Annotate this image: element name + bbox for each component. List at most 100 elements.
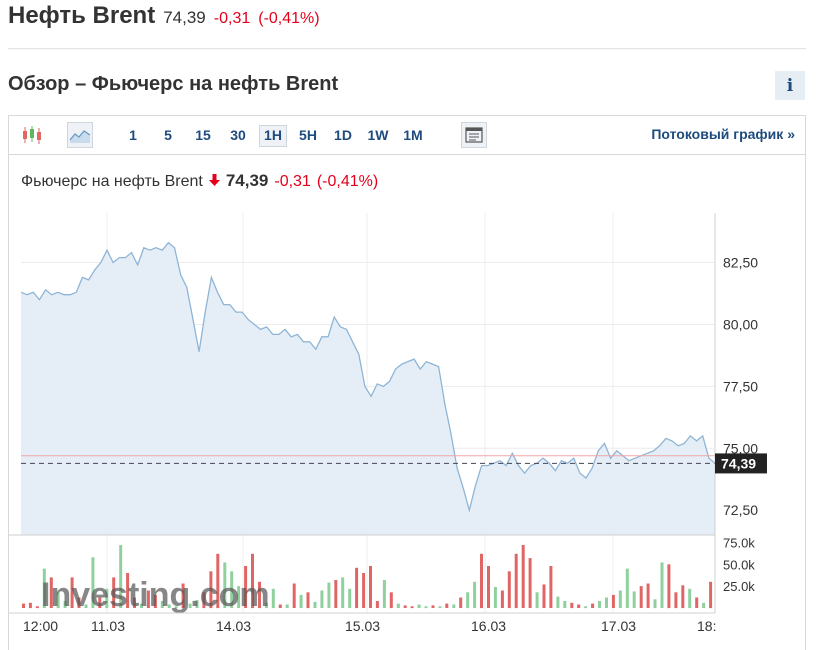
candlestick-icon[interactable] [19, 122, 45, 148]
volume-bar [466, 592, 470, 609]
timeframe-1d[interactable]: 1D [334, 127, 352, 143]
volume-bar [160, 601, 164, 608]
volume-bar [140, 603, 143, 608]
volume-bar [639, 586, 643, 608]
last-price-badge-label: 74,39 [721, 455, 756, 471]
volume-bar [98, 597, 102, 608]
price-line [20, 241, 716, 513]
volume-bar [355, 567, 359, 609]
volume-bar [584, 606, 588, 609]
volume-bar [77, 597, 81, 608]
volume-bar [653, 599, 657, 609]
volume-bar [278, 604, 282, 608]
volume-bar [91, 557, 95, 609]
section-title: Обзор – Фьючерс на нефть Brent [8, 73, 339, 95]
volume-bar [424, 606, 428, 609]
volume-bar [389, 592, 393, 609]
price-change: -0,31 [213, 10, 251, 27]
volume-bar [514, 553, 518, 609]
volume-bar [598, 601, 601, 608]
volume-bar [605, 597, 608, 608]
timeframe-1[interactable]: 1 [129, 127, 137, 143]
volume-bar [320, 590, 324, 608]
volume-bar [549, 566, 553, 608]
streaming-chart-link[interactable]: Потоковый график » [651, 126, 795, 142]
chevron-right-icon: » [787, 126, 795, 142]
volume-bar [660, 562, 664, 608]
volume-bar [216, 553, 220, 609]
volume-bar [646, 583, 650, 608]
volume-bar [445, 603, 449, 608]
timeframe-15[interactable]: 15 [195, 127, 211, 143]
price-tick-label: 75,00 [723, 440, 758, 456]
volume-bar [42, 568, 46, 608]
price-change-percent: (-0,41%) [258, 10, 320, 27]
chart-widget: 1 5 15 30 1H 5H 1D 1W 1M Потоковый графи… [8, 115, 806, 650]
volume-bar [577, 604, 581, 608]
timeframe-5h[interactable]: 5H [299, 127, 317, 143]
timeframe-1h[interactable]: 1H [259, 125, 287, 147]
volume-bar [271, 588, 275, 609]
volume-bar [452, 604, 456, 608]
timeframe-5[interactable]: 5 [164, 127, 172, 143]
volume-bar [702, 602, 706, 609]
price-tick-label: 77,50 [723, 378, 758, 394]
volume-bar [341, 577, 345, 608]
volume-bar [327, 582, 331, 608]
price-tick-label: 72,50 [723, 502, 758, 518]
last-price: 74,39 [163, 8, 206, 27]
volume-bar [70, 577, 74, 608]
volume-tick-label: 75.0k [723, 535, 755, 550]
volume-bar [28, 602, 32, 609]
volume-bar [570, 602, 574, 609]
chart-settings-icon[interactable] [461, 122, 487, 148]
volume-bar [195, 600, 199, 608]
volume-bar [667, 564, 671, 609]
volume-bar [487, 566, 490, 608]
volume-bar [493, 587, 497, 608]
volume-bar [500, 590, 504, 608]
volume-bar [299, 594, 303, 608]
volume-bar [459, 597, 463, 608]
time-tick-label: 12:00 [23, 618, 58, 634]
volume-bar [174, 606, 178, 609]
volume-bar [258, 581, 261, 609]
volume-bar [146, 590, 150, 608]
volume-bar [153, 594, 157, 608]
timeframe-1m[interactable]: 1M [403, 127, 423, 143]
price-chart[interactable]: 75.0k 50.0k 25.0k 82,50 80,00 77,50 75,00 72,50… [9, 116, 805, 650]
investing-watermark: Investing.com [41, 576, 270, 614]
last-price-badge [715, 453, 767, 474]
volume-bar [133, 597, 136, 608]
volume-bar [542, 584, 546, 608]
volume-bar [632, 591, 636, 608]
volume-bar [369, 566, 372, 608]
volume-bar [709, 581, 713, 609]
volume-bar [438, 606, 442, 609]
volume-tick-label: 25.0k [723, 579, 755, 594]
volume-bar [230, 571, 234, 609]
time-tick-label: 17.03 [601, 618, 636, 634]
info-icon[interactable]: i [775, 71, 805, 100]
area-chart-icon[interactable] [67, 122, 93, 148]
volume-bar [480, 553, 483, 609]
timeframe-1w[interactable]: 1W [367, 127, 389, 143]
legend-price: 74,39 [225, 171, 269, 190]
volume-bar [209, 571, 213, 609]
volume-bar [264, 602, 268, 609]
volume-bar [49, 577, 53, 608]
volume-bar [223, 562, 227, 608]
timeframe-30[interactable]: 30 [230, 127, 246, 143]
volume-bar [410, 606, 414, 609]
streaming-chart-label: Потоковый график [651, 126, 784, 142]
volume-bar [105, 588, 109, 609]
volume-bar [507, 571, 511, 609]
volume-bar [674, 592, 678, 609]
volume-bar [348, 588, 352, 609]
time-tick-label: 18: [697, 618, 716, 634]
legend-instrument-name: Фьючерс на нефть Brent [21, 173, 203, 190]
volume-bar [362, 573, 366, 608]
volume-bar [695, 597, 699, 608]
volume-bar [403, 605, 407, 608]
volume-bar [563, 601, 567, 608]
